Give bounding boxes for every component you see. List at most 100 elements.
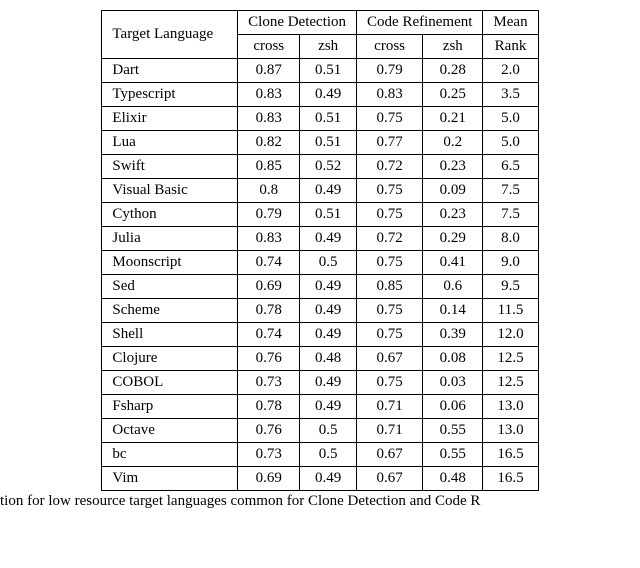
table-row: Cython0.790.510.750.237.5 xyxy=(102,203,538,227)
table-cell: 0.83 xyxy=(357,83,423,107)
table-cell: 0.87 xyxy=(238,59,300,83)
table-cell: 0.75 xyxy=(357,371,423,395)
table-cell: 0.6 xyxy=(423,275,483,299)
table-cell: 0.74 xyxy=(238,323,300,347)
table-cell: 0.73 xyxy=(238,371,300,395)
table-cell: 9.0 xyxy=(483,251,538,275)
table-cell: 5.0 xyxy=(483,107,538,131)
table-cell: 0.49 xyxy=(300,275,357,299)
table-cell: 16.5 xyxy=(483,443,538,467)
table-cell: 0.5 xyxy=(300,419,357,443)
table-row: Sed0.690.490.850.69.5 xyxy=(102,275,538,299)
header-row-1: Target Language Clone Detection Code Ref… xyxy=(102,11,538,35)
table-cell: 0.55 xyxy=(423,419,483,443)
table-cell: 0.75 xyxy=(357,107,423,131)
table-cell: Sed xyxy=(102,275,238,299)
table-cell: 0.49 xyxy=(300,299,357,323)
table-cell: 0.03 xyxy=(423,371,483,395)
table-cell: Visual Basic xyxy=(102,179,238,203)
table-cell: 0.48 xyxy=(300,347,357,371)
table-cell: Lua xyxy=(102,131,238,155)
table-row: Clojure0.760.480.670.0812.5 xyxy=(102,347,538,371)
table-cell: 0.51 xyxy=(300,107,357,131)
table-cell: 0.76 xyxy=(238,419,300,443)
table-cell: 0.83 xyxy=(238,227,300,251)
table-cell: 0.55 xyxy=(423,443,483,467)
table-cell: 0.8 xyxy=(238,179,300,203)
col-cd-zsh: zsh xyxy=(300,35,357,59)
table-cell: 0.78 xyxy=(238,299,300,323)
table-cell: 0.83 xyxy=(238,107,300,131)
table-cell: Shell xyxy=(102,323,238,347)
table-cell: 0.49 xyxy=(300,323,357,347)
table-row: Typescript0.830.490.830.253.5 xyxy=(102,83,538,107)
table-cell: 0.67 xyxy=(357,347,423,371)
table-cell: 0.41 xyxy=(423,251,483,275)
table-cell: 0.09 xyxy=(423,179,483,203)
table-row: Moonscript0.740.50.750.419.0 xyxy=(102,251,538,275)
table-cell: 0.49 xyxy=(300,179,357,203)
table-cell: 0.21 xyxy=(423,107,483,131)
table-cell: 3.5 xyxy=(483,83,538,107)
table-cell: 0.49 xyxy=(300,227,357,251)
table-cell: 0.69 xyxy=(238,275,300,299)
table-cell: Scheme xyxy=(102,299,238,323)
table-cell: 0.14 xyxy=(423,299,483,323)
table-row: Dart0.870.510.790.282.0 xyxy=(102,59,538,83)
table-row: COBOL0.730.490.750.0312.5 xyxy=(102,371,538,395)
table-cell: 0.08 xyxy=(423,347,483,371)
table-cell: 0.71 xyxy=(357,419,423,443)
table-cell: Cython xyxy=(102,203,238,227)
table-cell: 0.71 xyxy=(357,395,423,419)
table-row: Swift0.850.520.720.236.5 xyxy=(102,155,538,179)
table-cell: 0.75 xyxy=(357,203,423,227)
table-cell: 0.06 xyxy=(423,395,483,419)
table-cell: 6.5 xyxy=(483,155,538,179)
table-cell: 0.67 xyxy=(357,467,423,491)
table-cell: 0.48 xyxy=(423,467,483,491)
table-cell: 0.25 xyxy=(423,83,483,107)
table-cell: 2.0 xyxy=(483,59,538,83)
table-cell: 0.73 xyxy=(238,443,300,467)
table-cell: Elixir xyxy=(102,107,238,131)
table-cell: 0.23 xyxy=(423,203,483,227)
table-cell: 0.5 xyxy=(300,251,357,275)
results-table: Target Language Clone Detection Code Ref… xyxy=(101,10,538,491)
table-cell: Clojure xyxy=(102,347,238,371)
table-caption: tion for low resource target languages c… xyxy=(0,493,640,510)
table-row: Julia0.830.490.720.298.0 xyxy=(102,227,538,251)
table-cell: bc xyxy=(102,443,238,467)
table-row: Visual Basic0.80.490.750.097.5 xyxy=(102,179,538,203)
table-cell: COBOL xyxy=(102,371,238,395)
table-cell: 0.79 xyxy=(357,59,423,83)
table-cell: 12.5 xyxy=(483,371,538,395)
table-row: Shell0.740.490.750.3912.0 xyxy=(102,323,538,347)
table-cell: 0.75 xyxy=(357,179,423,203)
table-cell: Vim xyxy=(102,467,238,491)
table-cell: 0.69 xyxy=(238,467,300,491)
col-rank: Rank xyxy=(483,35,538,59)
table-cell: 0.49 xyxy=(300,395,357,419)
col-cr-zsh: zsh xyxy=(423,35,483,59)
table-cell: 0.49 xyxy=(300,83,357,107)
table-cell: 7.5 xyxy=(483,179,538,203)
table-cell: 13.0 xyxy=(483,419,538,443)
table-cell: 0.23 xyxy=(423,155,483,179)
col-clone-detection: Clone Detection xyxy=(238,11,357,35)
col-mean: Mean xyxy=(483,11,538,35)
col-cd-cross: cross xyxy=(238,35,300,59)
table-cell: 0.85 xyxy=(357,275,423,299)
table-cell: 0.49 xyxy=(300,371,357,395)
table-cell: 0.85 xyxy=(238,155,300,179)
col-target: Target Language xyxy=(102,11,238,59)
table-cell: Moonscript xyxy=(102,251,238,275)
table-cell: 7.5 xyxy=(483,203,538,227)
table-cell: 9.5 xyxy=(483,275,538,299)
table-cell: 0.74 xyxy=(238,251,300,275)
table-cell: 0.39 xyxy=(423,323,483,347)
table-cell: 0.52 xyxy=(300,155,357,179)
table-cell: 0.28 xyxy=(423,59,483,83)
table-cell: 0.79 xyxy=(238,203,300,227)
table-cell: Octave xyxy=(102,419,238,443)
col-code-refinement: Code Refinement xyxy=(357,11,483,35)
